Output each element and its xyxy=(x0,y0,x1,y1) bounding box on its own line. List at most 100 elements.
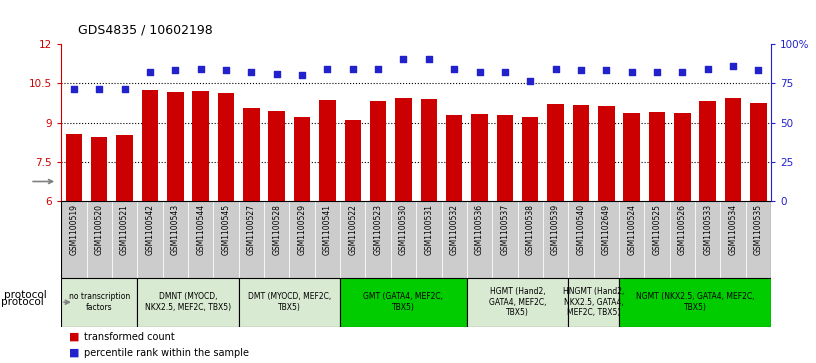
Bar xyxy=(695,201,721,278)
Bar xyxy=(167,92,184,201)
Bar xyxy=(619,278,771,327)
Text: protocol: protocol xyxy=(1,297,43,307)
Point xyxy=(68,86,81,92)
Text: GSM1100521: GSM1100521 xyxy=(120,204,129,254)
Text: GSM1100541: GSM1100541 xyxy=(323,204,332,255)
Text: GSM1100544: GSM1100544 xyxy=(196,204,205,255)
Bar xyxy=(517,201,543,278)
Point xyxy=(676,69,689,75)
Text: GSM1102649: GSM1102649 xyxy=(602,204,611,255)
Bar xyxy=(543,201,568,278)
Bar xyxy=(340,201,366,278)
Bar xyxy=(137,278,238,327)
Text: GSM1100540: GSM1100540 xyxy=(576,204,585,255)
Point xyxy=(701,66,714,72)
Bar xyxy=(721,201,746,278)
Bar xyxy=(441,201,467,278)
Bar xyxy=(619,201,645,278)
Bar xyxy=(112,201,137,278)
Bar xyxy=(416,201,441,278)
Text: GSM1100520: GSM1100520 xyxy=(95,204,104,255)
Bar xyxy=(290,201,315,278)
Bar xyxy=(623,113,640,201)
Text: GSM1100523: GSM1100523 xyxy=(374,204,383,255)
Text: GSM1100543: GSM1100543 xyxy=(171,204,180,255)
Text: GMT (GATA4, MEF2C,
TBX5): GMT (GATA4, MEF2C, TBX5) xyxy=(363,293,443,312)
Bar xyxy=(238,201,264,278)
Bar xyxy=(395,98,412,201)
Text: GSM1100526: GSM1100526 xyxy=(678,204,687,255)
Bar xyxy=(472,114,488,201)
Text: GSM1100536: GSM1100536 xyxy=(475,204,484,255)
Text: ■: ■ xyxy=(69,348,80,358)
Bar xyxy=(238,278,340,327)
Bar xyxy=(492,201,517,278)
Bar xyxy=(593,201,619,278)
Text: GSM1100533: GSM1100533 xyxy=(703,204,712,255)
Point xyxy=(295,72,308,78)
Point xyxy=(321,66,334,72)
Text: GSM1100537: GSM1100537 xyxy=(500,204,509,255)
Point xyxy=(524,78,537,84)
Bar xyxy=(162,201,188,278)
Text: GSM1100525: GSM1100525 xyxy=(653,204,662,255)
Bar xyxy=(497,115,513,201)
Point xyxy=(144,69,157,75)
Text: GSM1100522: GSM1100522 xyxy=(348,204,357,254)
Bar xyxy=(446,115,463,201)
Text: GSM1100539: GSM1100539 xyxy=(551,204,560,255)
Bar xyxy=(645,201,670,278)
Bar xyxy=(522,117,539,201)
Text: DMNT (MYOCD,
NKX2.5, MEF2C, TBX5): DMNT (MYOCD, NKX2.5, MEF2C, TBX5) xyxy=(145,293,231,312)
Point xyxy=(245,69,258,75)
Text: no transcription
factors: no transcription factors xyxy=(69,293,130,312)
Bar xyxy=(86,201,112,278)
Point xyxy=(194,66,207,72)
Bar xyxy=(467,278,568,327)
Bar xyxy=(699,101,716,201)
Point xyxy=(397,56,410,62)
Text: GSM1100527: GSM1100527 xyxy=(247,204,256,255)
Bar xyxy=(61,201,86,278)
Point xyxy=(726,63,739,69)
Bar xyxy=(91,137,108,201)
Bar xyxy=(61,278,137,327)
Bar xyxy=(649,112,665,201)
Bar xyxy=(340,278,467,327)
Point xyxy=(118,86,131,92)
Point xyxy=(270,71,283,77)
Point xyxy=(169,68,182,73)
Text: GSM1100542: GSM1100542 xyxy=(145,204,154,255)
Point xyxy=(346,66,359,72)
Bar xyxy=(548,103,564,201)
Bar xyxy=(725,98,741,201)
Bar xyxy=(294,117,310,201)
Bar xyxy=(142,90,158,201)
Bar xyxy=(750,103,767,201)
Bar xyxy=(264,201,290,278)
Bar xyxy=(268,111,285,201)
Text: GSM1100528: GSM1100528 xyxy=(273,204,282,254)
Bar xyxy=(674,113,690,201)
Bar xyxy=(243,108,259,201)
Text: percentile rank within the sample: percentile rank within the sample xyxy=(84,348,249,358)
Text: GSM1100545: GSM1100545 xyxy=(221,204,230,255)
Bar xyxy=(598,106,614,201)
Text: GSM1100534: GSM1100534 xyxy=(729,204,738,255)
Bar xyxy=(319,100,335,201)
Bar xyxy=(391,201,416,278)
Text: GSM1100532: GSM1100532 xyxy=(450,204,459,255)
Text: HNGMT (Hand2,
NKX2.5, GATA4,
MEF2C, TBX5): HNGMT (Hand2, NKX2.5, GATA4, MEF2C, TBX5… xyxy=(563,287,624,317)
Bar xyxy=(746,201,771,278)
Bar xyxy=(366,201,391,278)
Point xyxy=(448,66,461,72)
Point xyxy=(549,66,562,72)
Bar xyxy=(213,201,238,278)
Bar xyxy=(670,201,695,278)
Text: GSM1100529: GSM1100529 xyxy=(298,204,307,255)
Text: ■: ■ xyxy=(69,331,80,342)
Point xyxy=(650,69,663,75)
Text: GSM1100538: GSM1100538 xyxy=(526,204,534,255)
Point xyxy=(220,68,233,73)
Point xyxy=(93,86,106,92)
